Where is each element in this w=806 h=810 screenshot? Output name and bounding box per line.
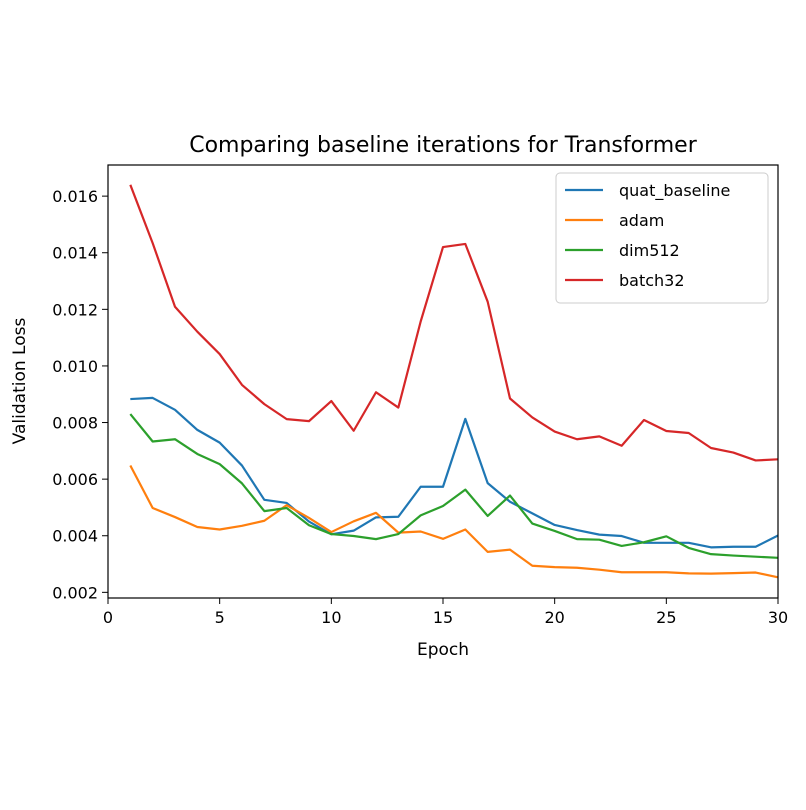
x-tick-label: 30 — [768, 608, 788, 627]
y-tick-label: 0.008 — [52, 414, 98, 433]
x-tick-label: 10 — [321, 608, 341, 627]
series-line-batch32 — [129, 184, 779, 462]
series-line-quat_baseline — [130, 396, 779, 549]
x-tick-label: 20 — [544, 608, 564, 627]
legend-box — [555, 172, 769, 304]
y-tick-label: 0.014 — [52, 244, 98, 263]
x-tick-label: 0 — [103, 608, 113, 627]
x-tick-label: 5 — [215, 608, 225, 627]
x-tick-label: 25 — [656, 608, 676, 627]
series-line-dim512 — [129, 413, 779, 559]
legend-label-quat_baseline: quat_baseline — [619, 181, 730, 201]
x-tick-label: 15 — [433, 608, 453, 627]
legend-label-adam: adam — [619, 211, 664, 230]
y-tick-label: 0.012 — [52, 300, 98, 319]
chart-title: Comparing baseline iterations for Transf… — [189, 133, 698, 158]
y-axis-label: Validation Loss — [10, 318, 30, 445]
x-axis-label: Epoch — [417, 640, 469, 660]
y-tick-label: 0.006 — [52, 470, 98, 489]
y-tick-label: 0.004 — [52, 527, 98, 546]
y-tick-label: 0.002 — [52, 583, 98, 602]
series-lines — [129, 184, 779, 579]
series-line-adam — [129, 465, 779, 579]
y-tick-label: 0.010 — [52, 357, 98, 376]
y-tick-label: 0.016 — [52, 187, 98, 206]
axis-ticks: 0 5 10 15 20 25 30 0.002 0.004 0.006 0.008 0.010 0.0… — [52, 187, 788, 627]
legend-label-dim512: dim512 — [619, 241, 680, 260]
plot-frame — [107, 164, 779, 599]
legend-label-batch32: batch32 — [619, 271, 685, 290]
